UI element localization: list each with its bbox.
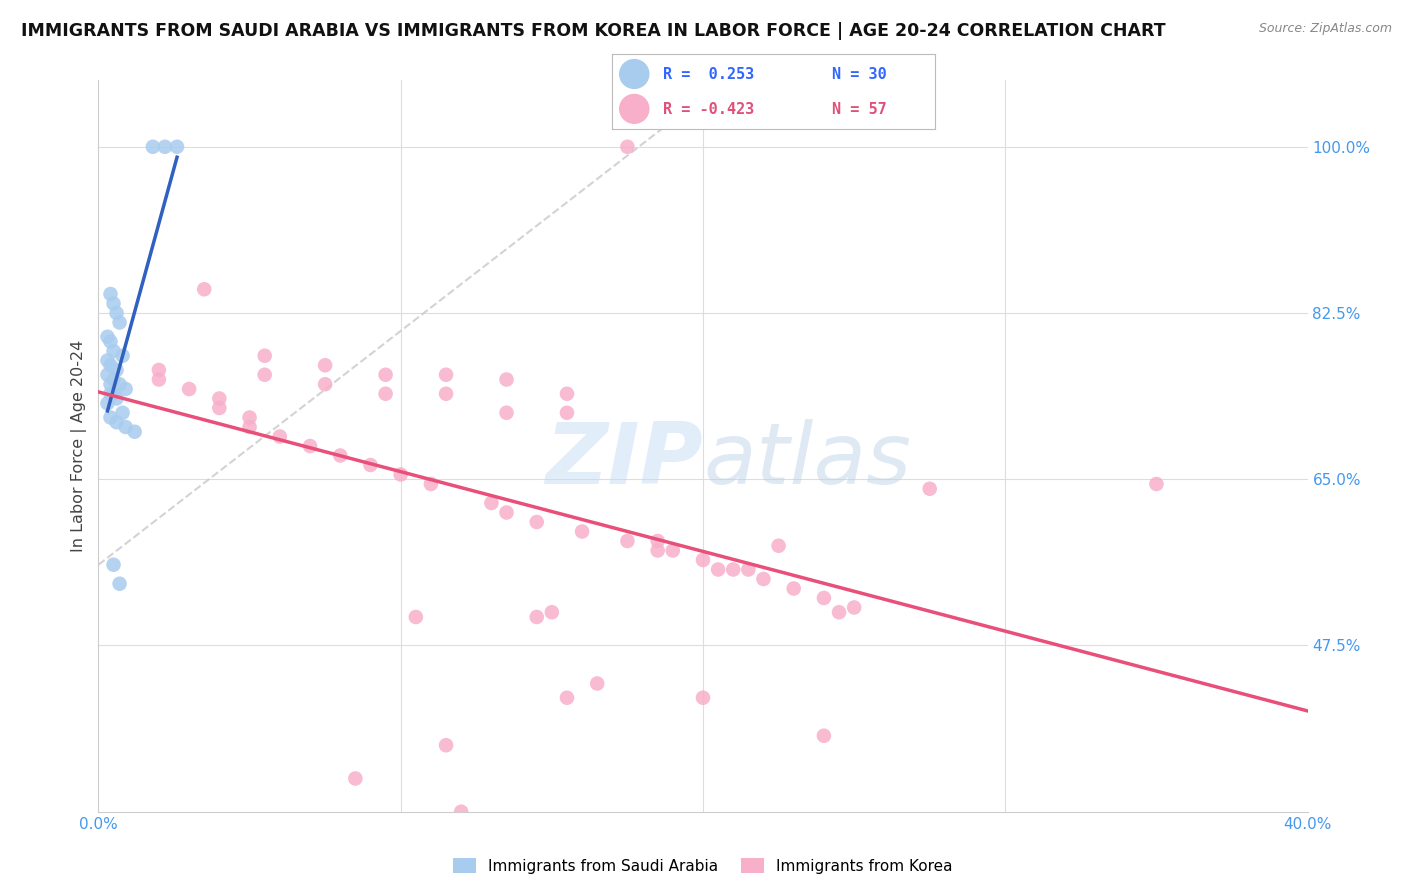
Point [114, 382, 136, 396]
Point [828, 605, 851, 619]
Point [434, 368, 457, 382]
Point [103, 344, 125, 359]
Point [405, 610, 427, 624]
Point [96, 353, 118, 368]
Point [495, 406, 517, 420]
Text: ZIP: ZIP [546, 419, 703, 502]
Text: R = -0.423: R = -0.423 [664, 102, 755, 117]
Point [105, 306, 128, 320]
Point [108, 377, 131, 392]
Point [177, 382, 201, 396]
Point [540, 605, 562, 619]
Point [193, 282, 215, 296]
Point [96, 368, 118, 382]
Point [526, 610, 548, 624]
Point [103, 386, 125, 401]
Point [481, 496, 503, 510]
Text: IMMIGRANTS FROM SAUDI ARABIA VS IMMIGRANTS FROM KOREA IN LABOR FORCE | AGE 20-24: IMMIGRANTS FROM SAUDI ARABIA VS IMMIGRAN… [21, 22, 1166, 40]
Point [661, 543, 683, 558]
Point [526, 515, 548, 529]
Point [108, 576, 131, 591]
Point [124, 425, 146, 439]
Point [647, 543, 669, 558]
Point [555, 406, 578, 420]
Point [768, 539, 790, 553]
Point [813, 591, 835, 605]
Text: R =  0.253: R = 0.253 [664, 67, 755, 82]
Point [239, 420, 262, 434]
Point [616, 533, 638, 548]
Point [208, 392, 231, 406]
Point [100, 377, 122, 392]
Text: Source: ZipAtlas.com: Source: ZipAtlas.com [1258, 22, 1392, 36]
Point [299, 439, 322, 453]
Point [239, 410, 262, 425]
Point [616, 140, 638, 154]
Ellipse shape [620, 60, 648, 88]
Point [782, 582, 804, 596]
Point [844, 600, 866, 615]
Point [114, 420, 136, 434]
Ellipse shape [620, 95, 648, 123]
Point [100, 386, 122, 401]
Point [419, 477, 441, 491]
Text: N = 30: N = 30 [831, 67, 886, 82]
Point [737, 562, 759, 576]
Point [721, 562, 744, 576]
Point [813, 729, 835, 743]
Point [389, 467, 412, 482]
Point [96, 330, 118, 344]
Legend: Immigrants from Saudi Arabia, Immigrants from Korea: Immigrants from Saudi Arabia, Immigrants… [453, 858, 953, 873]
Point [253, 368, 276, 382]
Point [707, 562, 730, 576]
Y-axis label: In Labor Force | Age 20-24: In Labor Force | Age 20-24 [72, 340, 87, 552]
Point [647, 533, 669, 548]
Point [111, 406, 134, 420]
Point [103, 296, 125, 310]
Point [918, 482, 941, 496]
Point [329, 449, 352, 463]
Point [100, 410, 122, 425]
Point [752, 572, 775, 586]
Point [314, 358, 336, 372]
Point [495, 506, 517, 520]
Point [571, 524, 593, 539]
Point [105, 363, 128, 377]
Point [434, 386, 457, 401]
Point [360, 458, 382, 472]
Point [111, 349, 134, 363]
Point [100, 334, 122, 349]
Point [208, 401, 231, 415]
Point [555, 690, 578, 705]
Point [692, 553, 714, 567]
Point [269, 429, 291, 443]
Point [153, 140, 176, 154]
Point [103, 372, 125, 386]
Point [103, 558, 125, 572]
Point [692, 690, 714, 705]
Point [314, 377, 336, 392]
Point [555, 386, 578, 401]
Point [495, 372, 517, 386]
Text: N = 57: N = 57 [831, 102, 886, 117]
Point [142, 140, 165, 154]
Point [148, 363, 170, 377]
Point [108, 316, 131, 330]
Point [100, 287, 122, 301]
Point [166, 140, 188, 154]
Point [100, 358, 122, 372]
Point [148, 372, 170, 386]
Point [434, 738, 457, 752]
Point [105, 415, 128, 429]
Point [374, 368, 396, 382]
Point [586, 676, 609, 690]
Point [1144, 477, 1167, 491]
Point [344, 772, 367, 786]
Point [96, 396, 118, 410]
Point [374, 386, 396, 401]
Point [105, 392, 128, 406]
Point [450, 805, 472, 819]
Text: atlas: atlas [703, 419, 911, 502]
Point [253, 349, 276, 363]
